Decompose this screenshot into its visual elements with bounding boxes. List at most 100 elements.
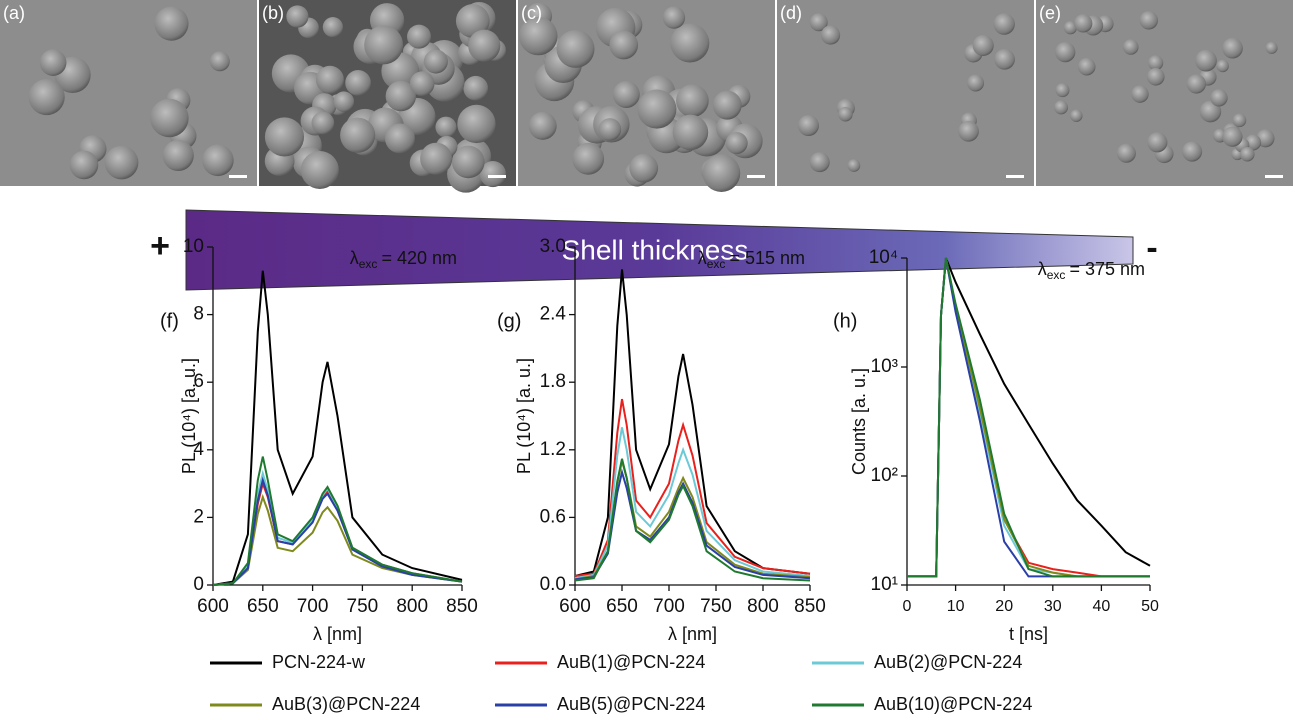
panel-label: (g): [497, 310, 521, 332]
particle: [676, 84, 709, 117]
particle: [463, 76, 488, 101]
sem-image: (d): [777, 0, 1034, 186]
particle: [70, 151, 99, 180]
annotation-subscript: exc: [359, 257, 378, 271]
legend-label: PCN-224-w: [272, 652, 366, 672]
particle: [424, 50, 448, 74]
y-tick-label: 0: [193, 574, 204, 595]
data-line: [907, 258, 1150, 576]
particle: [847, 159, 860, 172]
panel-label: (c): [521, 3, 542, 23]
particle: [163, 140, 194, 171]
panel-label: (f): [160, 310, 179, 332]
panel-label: (d): [780, 3, 802, 23]
y-tick-label: 1.2: [540, 439, 566, 460]
particle: [323, 17, 343, 37]
annotation-subscript: exc: [707, 257, 726, 271]
particle: [798, 115, 819, 136]
x-tick-label: 650: [606, 596, 638, 617]
particle: [407, 25, 431, 49]
x-tick-label: 850: [794, 596, 826, 617]
particle: [1070, 109, 1082, 121]
particle: [468, 30, 500, 62]
particle: [1147, 68, 1165, 86]
particle: [1074, 14, 1092, 32]
y-tick-label: 10: [183, 236, 204, 257]
annotation-text: = 375 nm: [1069, 259, 1145, 279]
particle: [1140, 11, 1158, 29]
particle: [1055, 83, 1069, 97]
particle: [613, 81, 640, 108]
particle: [1131, 85, 1148, 102]
particle: [821, 25, 840, 44]
x-tick-label: 750: [347, 596, 379, 617]
y-tick-label: 0.0: [540, 574, 566, 595]
particle: [703, 154, 741, 192]
particle: [340, 118, 375, 153]
legend-label: AuB(5)@PCN-224: [557, 694, 705, 714]
particle: [1265, 42, 1277, 54]
particle: [1055, 42, 1075, 62]
data-line: [907, 258, 1150, 576]
data-line: [907, 258, 1150, 576]
particle: [994, 49, 1015, 70]
legend-label: AuB(2)@PCN-224: [874, 652, 1022, 672]
particle: [1117, 144, 1136, 163]
particle: [420, 143, 452, 175]
annotation-symbol: λ: [698, 248, 707, 268]
particle: [1147, 132, 1167, 152]
legend-label: AuB(3)@PCN-224: [272, 694, 420, 714]
x-tick-label: 700: [653, 596, 685, 617]
y-tick-label: 10⁴: [869, 247, 898, 268]
annotation-subscript: exc: [1047, 268, 1066, 282]
x-tick-label: 700: [297, 596, 329, 617]
particle: [713, 91, 742, 120]
particle: [154, 7, 188, 41]
data-line: [907, 258, 1150, 576]
x-tick-label: 10: [947, 598, 965, 615]
minus-sign: -: [1146, 229, 1157, 267]
annotation-symbol: λ: [350, 248, 359, 268]
particle: [810, 152, 830, 172]
particle: [29, 79, 65, 115]
particle: [958, 121, 979, 142]
y-tick-label: 8: [193, 304, 204, 325]
panel-label: (e): [1039, 3, 1061, 23]
particle: [993, 13, 1014, 34]
particle: [726, 132, 748, 154]
particle: [1222, 127, 1242, 147]
scale-bar: [229, 175, 247, 178]
particle: [609, 31, 638, 60]
annotation-text: = 515 nm: [729, 248, 805, 268]
y-axis-label: PL (10⁴) [a. u.]: [514, 358, 534, 474]
particle: [1210, 89, 1227, 106]
x-tick-label: 600: [559, 596, 591, 617]
x-axis-label: t [ns]: [1009, 624, 1048, 644]
y-tick-label: 2.4: [540, 304, 567, 325]
y-tick-label: 2: [193, 506, 204, 527]
particle: [286, 5, 308, 27]
y-tick-label: 3.0: [540, 236, 566, 257]
particle: [673, 115, 709, 151]
x-axis-label: λ [nm]: [668, 624, 717, 644]
particle: [599, 118, 622, 141]
particle: [967, 74, 984, 91]
particle: [1054, 100, 1068, 114]
particle: [1216, 60, 1228, 72]
sem-image: (c): [518, 0, 775, 192]
scale-bar: [1265, 175, 1283, 178]
x-tick-label: 850: [446, 596, 478, 617]
particle: [452, 146, 485, 179]
particle: [629, 154, 658, 183]
y-axis-label: PL (10⁴) [a. u.]: [179, 358, 199, 474]
panel-label: (h): [833, 310, 857, 332]
y-tick-label: 10²: [871, 465, 898, 486]
particle: [202, 145, 234, 177]
x-tick-label: 50: [1141, 598, 1159, 615]
particle: [670, 24, 709, 63]
particle: [557, 30, 595, 68]
particle: [301, 151, 339, 189]
particle: [1078, 58, 1096, 76]
legend-label: AuB(1)@PCN-224: [557, 652, 705, 672]
figure: Shell thickness + - (a)(b)(c)(d)(e)(f)02…: [0, 0, 1295, 720]
